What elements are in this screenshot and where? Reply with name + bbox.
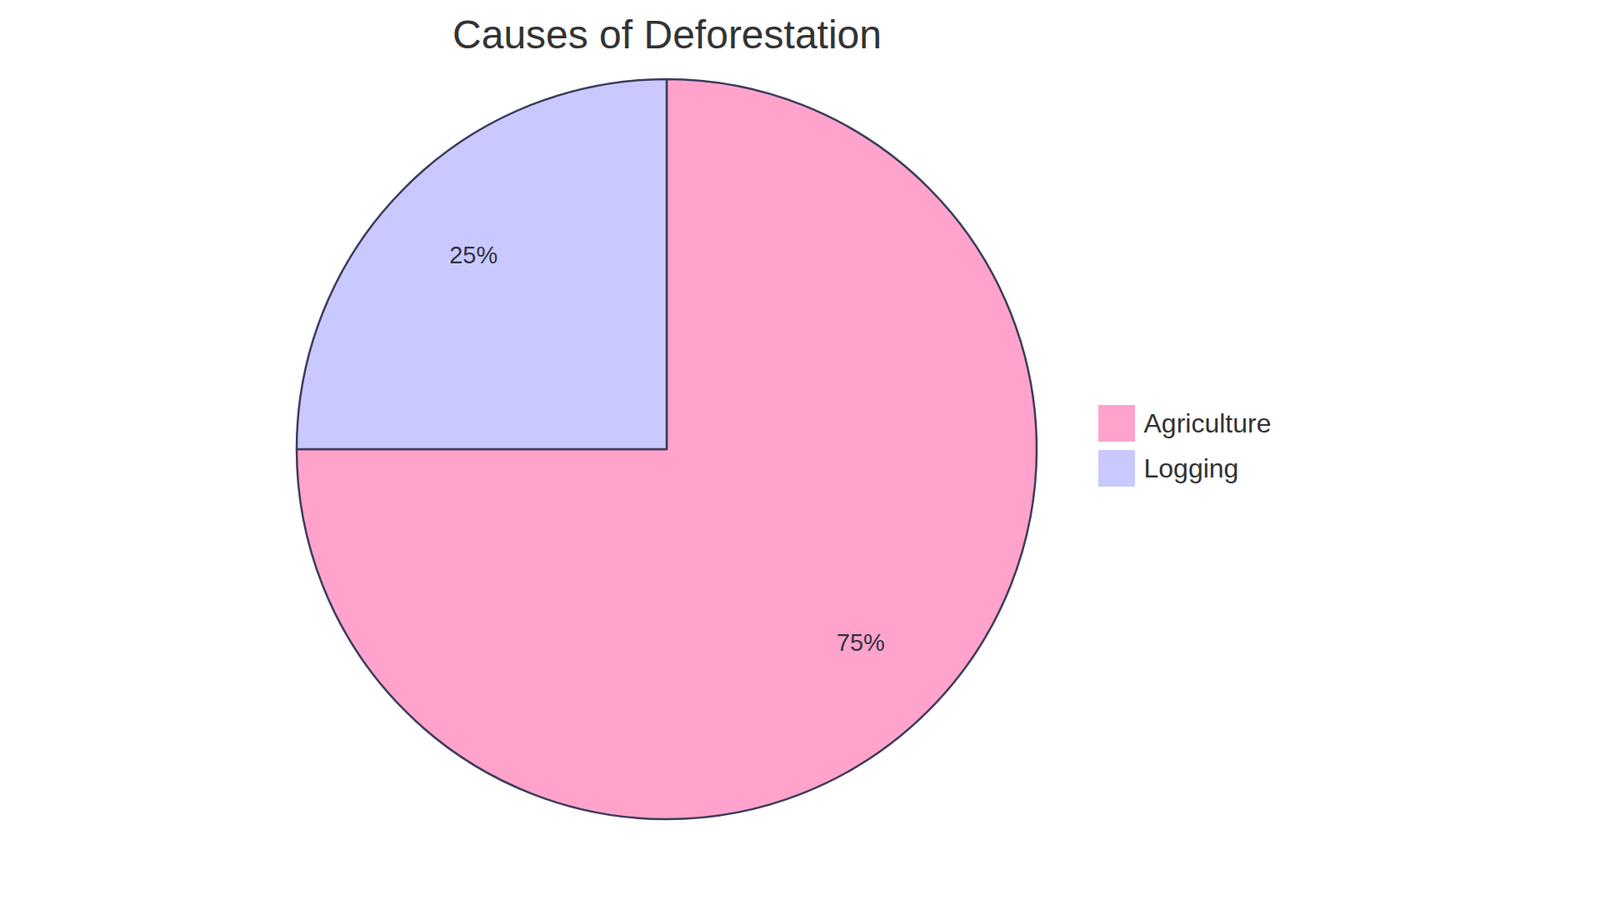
svg-text:Causes of Deforestation: Causes of Deforestation bbox=[452, 12, 882, 57]
svg-text:Agriculture: Agriculture bbox=[1144, 408, 1272, 439]
svg-text:75%: 75% bbox=[836, 629, 885, 656]
svg-text:Logging: Logging bbox=[1144, 453, 1240, 484]
svg-text:25%: 25% bbox=[449, 241, 498, 269]
